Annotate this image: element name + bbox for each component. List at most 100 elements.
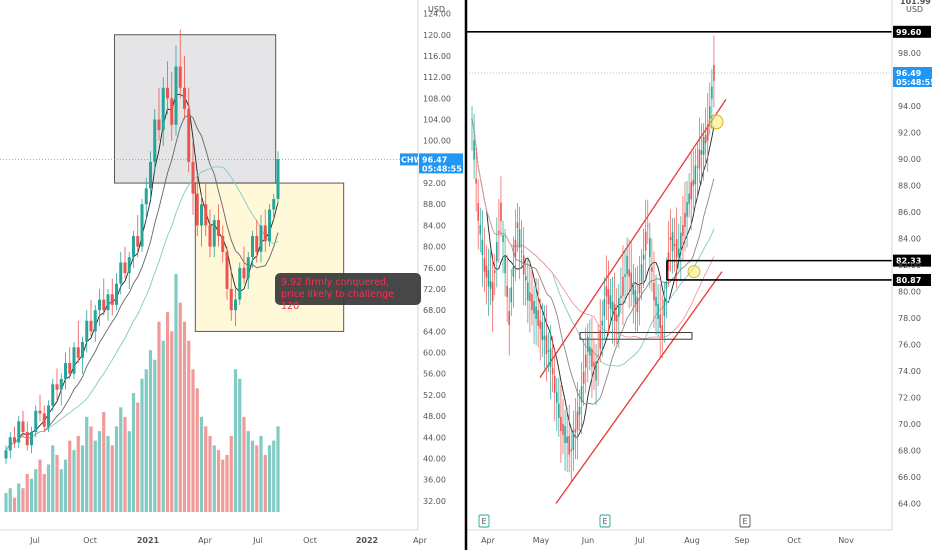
candle-body (529, 292, 531, 302)
candle-body (713, 64, 715, 81)
volume-bar (174, 274, 178, 512)
candle-body (200, 204, 203, 226)
highlight-circle (708, 114, 724, 130)
candle (564, 409, 566, 471)
weekly-y-tick: 64.00 (423, 327, 446, 336)
candle-body (221, 236, 225, 252)
candle (620, 267, 622, 314)
daily-y-tick: 90.00 (898, 155, 921, 164)
daily-x-tick: Aug (684, 536, 700, 545)
candle-body (580, 386, 583, 403)
candle (704, 107, 707, 166)
daily-x-tick: Apr (481, 536, 496, 545)
candle (251, 230, 254, 268)
candle-body (183, 87, 186, 109)
candle-body (504, 256, 506, 274)
candle-body (704, 134, 707, 144)
weekly-y-tick: 88.00 (423, 200, 446, 209)
candle (191, 140, 195, 215)
candle-body (491, 282, 494, 301)
candle (636, 265, 639, 333)
candle (166, 61, 169, 115)
candle (200, 193, 203, 247)
candle-body (119, 262, 123, 284)
volume-bar (140, 378, 144, 512)
candle (500, 176, 502, 237)
volume-bar (46, 464, 51, 512)
candle-body (694, 165, 697, 185)
candle-body (110, 294, 114, 305)
candle (489, 250, 492, 306)
candle-body (42, 413, 46, 427)
candle (698, 117, 701, 184)
daily-horizontal-levels: 99.60 82.33 80.87 (466, 25, 931, 286)
candle (572, 410, 575, 471)
candle-body (671, 232, 674, 252)
candle (512, 236, 515, 308)
volume-bar (25, 473, 29, 512)
candle (514, 209, 517, 282)
candle (485, 245, 488, 305)
candle (667, 220, 670, 287)
candle-body (543, 336, 546, 340)
candle (626, 237, 628, 296)
weekly-time-axis: Jul Oct 2021 Apr Jul Oct 2022 Apr (0, 529, 428, 545)
candle-body (611, 301, 614, 314)
candle-body (13, 437, 16, 443)
candle-body (586, 336, 589, 353)
volume-bar (55, 454, 59, 512)
candle-body (496, 242, 498, 262)
candle-body (677, 248, 680, 256)
daily-y-tick: 72.00 (898, 394, 921, 403)
weekly-y-tick: 124.00 (423, 10, 451, 19)
daily-time-axis: Apr May Jun Jul Aug Sep Oct Nov E E E (466, 514, 892, 545)
weekly-y-tick: 44.00 (423, 433, 446, 442)
candle (217, 204, 220, 247)
candle (589, 319, 591, 371)
candle-body (539, 320, 542, 329)
volume-bar (127, 431, 131, 512)
daily-y-tick: 68.00 (898, 447, 921, 456)
candle-body (51, 384, 55, 406)
candle-body (634, 290, 637, 304)
candle (242, 246, 246, 284)
candle (132, 230, 135, 268)
candle (649, 222, 651, 289)
candle (651, 238, 653, 292)
candle-body (30, 431, 33, 446)
daily-countdown: 05:48:55 (896, 78, 932, 87)
candle (711, 68, 713, 129)
candle (272, 193, 276, 221)
candle-body (479, 224, 482, 235)
candle (115, 273, 118, 311)
daily-currency: USD (906, 5, 923, 14)
candle-body (89, 320, 93, 332)
candle-body (578, 406, 581, 415)
candle-body (516, 222, 519, 229)
earnings-marker: E (602, 517, 607, 526)
candle-body (34, 410, 38, 432)
weekly-y-tick: 104.00 (423, 116, 451, 125)
candle-body (537, 310, 539, 326)
candle (653, 251, 655, 328)
candle (558, 377, 560, 437)
candle (491, 253, 494, 333)
weekly-y-tick: 80.00 (423, 243, 446, 252)
weekly-y-tick: 116.00 (423, 52, 451, 61)
candle (208, 209, 212, 258)
candle (34, 405, 38, 438)
candle-body (607, 289, 610, 305)
candle-body (649, 237, 651, 257)
candle-body (259, 225, 263, 252)
volume-bar (263, 454, 267, 512)
weekly-price-tag: 96.47 (422, 155, 447, 164)
candle (229, 267, 233, 321)
candle-body (686, 202, 688, 217)
daily-moving-averages (471, 119, 715, 438)
candle (576, 382, 579, 460)
candle-body (626, 255, 628, 275)
volume-bar (225, 454, 229, 512)
candle (38, 394, 42, 422)
candle (560, 385, 562, 463)
